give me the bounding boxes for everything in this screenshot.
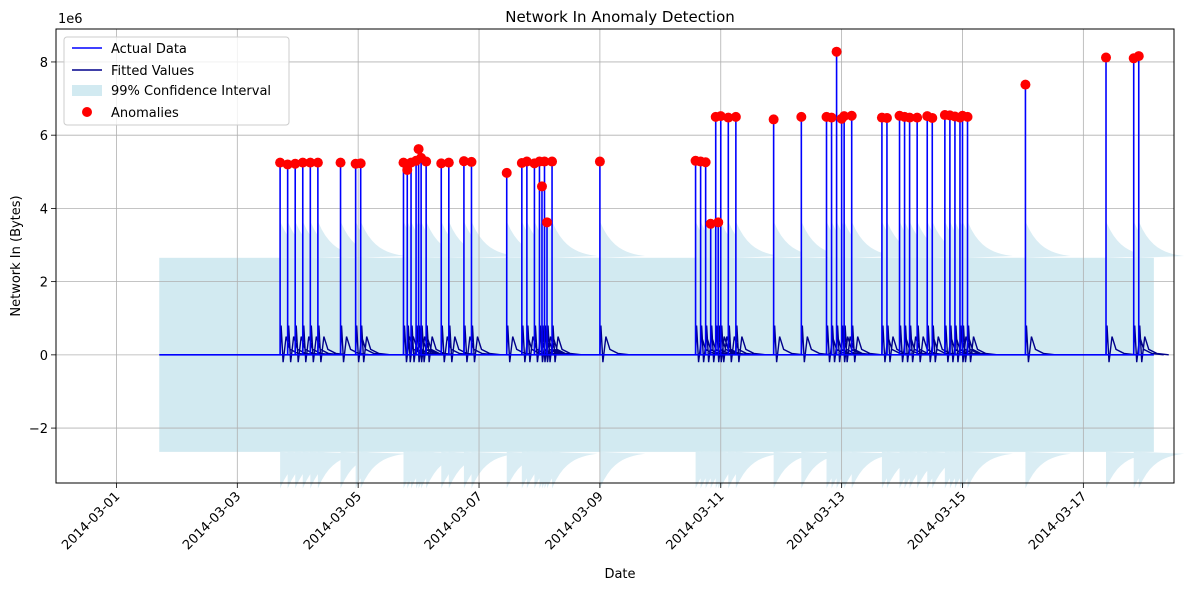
anomaly-point [421,156,432,167]
x-tick-label: 2014-03-17 [1026,489,1090,553]
plot-frame [55,28,1175,484]
anomaly-point [768,114,779,125]
anomaly-point [501,167,512,178]
x-axis-title: Date [604,567,635,582]
anomaly-point [826,112,837,123]
legend: Actual Data Fitted Values 99% Confidence… [63,36,290,126]
x-tick-label: 2014-03-09 [543,489,607,553]
x-ticks: 2014-03-01 2014-03-03 2014-03-05 2014-03-07… [59,483,1090,553]
anomaly-point [912,112,923,123]
actual-data-layer [159,51,1154,356]
legend-swatch-band [72,85,102,96]
anomaly-point [715,111,726,122]
legend-label-fitted: Fitted Values [111,64,194,79]
fitted-layer [279,325,1169,363]
anomaly-point [436,158,447,169]
anomaly-point [713,217,724,228]
x-tick-label: 2014-03-01 [59,489,123,553]
anomaly-point [547,156,558,167]
anomaly-point [594,156,605,167]
anomaly-point [275,157,286,168]
y-tick-label: 4 [40,202,48,217]
y-tick-label: 2 [40,276,48,291]
y-tick-label: −2 [29,422,48,437]
anomaly-point [282,159,293,170]
anomaly-point [730,111,741,122]
anomaly-point [927,112,938,123]
anomalies-layer [275,46,1144,229]
x-tick-label: 2014-03-07 [422,489,486,553]
legend-label-band: 99% Confidence Interval [111,84,271,99]
x-tick-label: 2014-03-03 [180,489,244,553]
x-tick-label: 2014-03-11 [664,489,728,553]
chart-title: Network In Anomaly Detection [505,8,735,26]
anomaly-point [700,157,711,168]
legend-box [63,36,290,126]
anomaly-point [413,144,424,155]
anomaly-point [443,157,454,168]
y-scale-offset: 1e6 [58,12,83,27]
anomaly-point [536,181,547,192]
y-tick-label: 6 [40,129,48,144]
anomaly-point [458,156,469,167]
anomaly-point [705,218,716,229]
anomaly-point [831,46,842,57]
anomaly-point [539,156,550,167]
anomaly-point [312,157,323,168]
confidence-band-upper-bulges [280,221,1185,258]
anomaly-point [1101,52,1112,63]
y-tick-label: 0 [40,349,48,364]
anomaly-point [962,111,973,122]
anomaly-point [297,157,308,168]
y-axis-title: Network In (Bytes) [9,195,24,316]
x-tick-label: 2014-03-15 [905,489,969,553]
x-tick-label: 2014-03-13 [784,489,848,553]
anomaly-point [521,156,532,167]
anomaly-point [542,217,553,228]
legend-swatch-anomaly [82,107,92,117]
anomaly-point [335,157,346,168]
y-tick-label: 8 [40,56,48,71]
legend-label-actual: Actual Data [111,42,187,57]
anomaly-point [290,158,301,169]
anomaly-point [904,112,915,123]
anomaly-point [881,112,892,123]
confidence-band-lower-bulges [280,451,1185,489]
anomaly-point [1133,51,1144,62]
anomaly-point [1020,79,1031,90]
anomaly-point [355,158,366,169]
anomaly-point [305,157,316,168]
anomaly-point [723,112,734,123]
x-tick-label: 2014-03-05 [301,489,365,553]
anomaly-point [466,156,477,167]
anomaly-point [839,111,850,122]
fitted-values-line [279,325,1169,363]
anomaly-point [796,111,807,122]
legend-label-anomaly: Anomalies [111,106,179,121]
anomaly-point [846,110,857,121]
y-ticks: −2 0 2 4 6 8 [29,56,56,437]
